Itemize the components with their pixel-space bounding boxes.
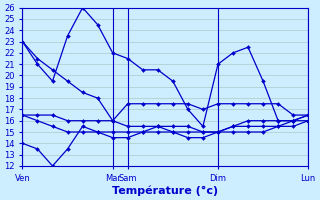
X-axis label: Température (°c): Température (°c) [112,185,218,196]
